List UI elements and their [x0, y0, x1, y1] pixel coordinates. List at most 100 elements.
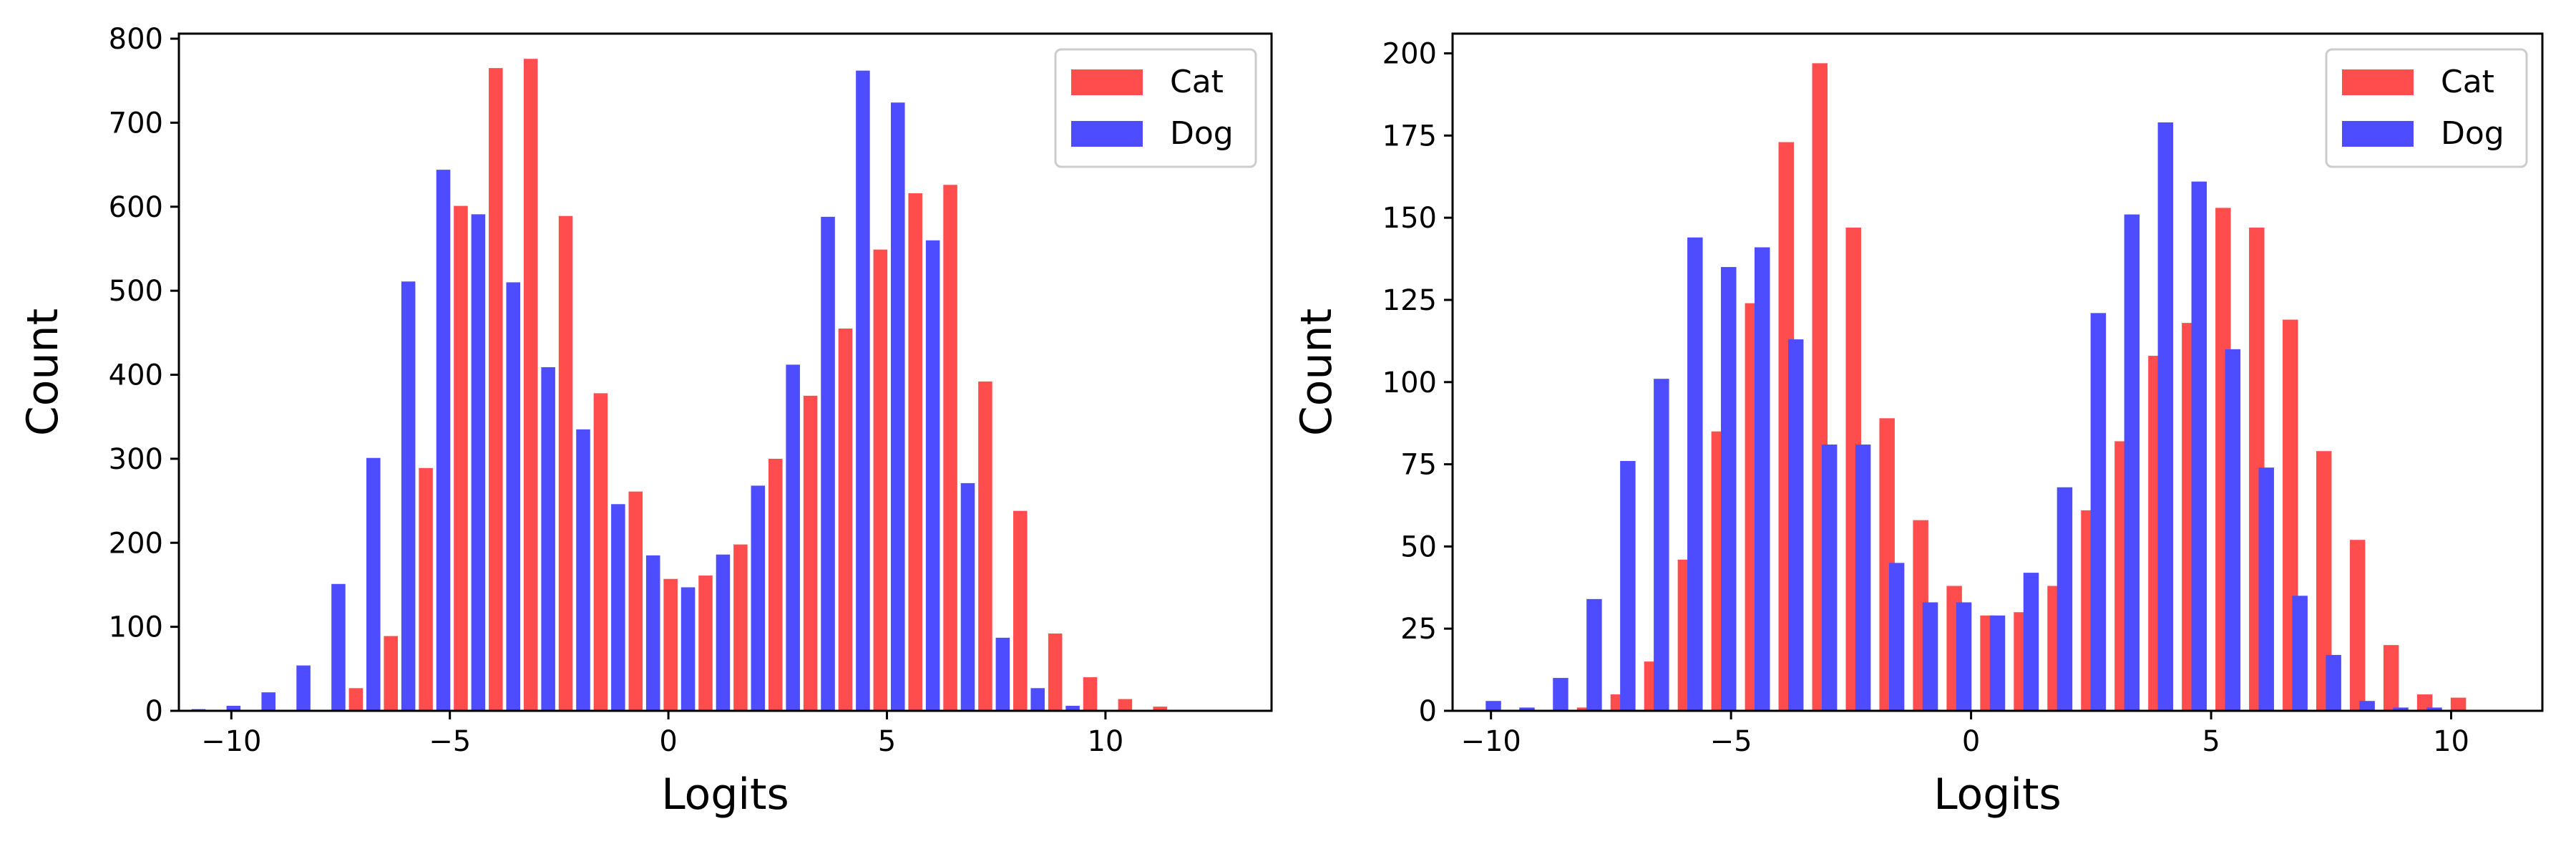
y-tick-label: 25: [1400, 613, 1437, 646]
x-tick-label: 5: [878, 725, 896, 758]
bar-cat: [768, 458, 783, 711]
bar-dog: [2359, 701, 2375, 711]
bar-dog: [436, 170, 451, 711]
y-tick-label: 100: [1382, 367, 1437, 399]
bar-cat: [838, 328, 853, 711]
bar-dog: [960, 482, 975, 711]
bar-dog: [576, 429, 590, 711]
bar-dog: [331, 583, 346, 711]
x-tick-label: −5: [1710, 725, 1752, 758]
bar-cat: [454, 205, 468, 712]
legend-label-dog: Dog: [1170, 115, 1234, 152]
y-tick-label: 400: [109, 359, 163, 392]
bar-dog: [2326, 654, 2341, 711]
bar-cat: [384, 636, 399, 711]
bar-cat: [489, 68, 503, 712]
bar-dog: [611, 504, 625, 711]
bar-dog: [506, 282, 521, 711]
bar-dog: [786, 364, 800, 711]
bar-dog: [1787, 339, 1804, 712]
y-tick-label: 50: [1400, 530, 1437, 563]
bar-dog: [2393, 707, 2409, 711]
legend: Cat Dog: [2325, 48, 2528, 168]
bar-dog: [716, 554, 731, 711]
bar-dog: [2258, 467, 2274, 711]
bar-dog: [1821, 445, 1838, 711]
legend-swatch-cat: [1071, 69, 1143, 95]
x-tick-label: 10: [2433, 725, 2469, 758]
bar-dog: [2057, 487, 2073, 711]
y-tick-label: 175: [1382, 120, 1437, 152]
bar-cat: [2316, 451, 2332, 711]
bar-dog: [645, 555, 660, 711]
bar-cat: [628, 491, 643, 711]
y-tick-label: 200: [1382, 38, 1437, 71]
bar-cat: [558, 215, 573, 711]
bar-dog: [226, 705, 241, 711]
bar-cat: [523, 59, 538, 711]
legend: Cat Dog: [1054, 48, 1257, 168]
bar-cat: [348, 688, 364, 711]
bar-dog: [1989, 615, 2006, 711]
y-axis-label: Count: [18, 309, 68, 436]
bar-dog: [995, 637, 1010, 711]
bar-dog: [2157, 122, 2174, 711]
bar-dog: [1922, 602, 1938, 711]
bar-dog: [1620, 460, 1636, 711]
legend-swatch-cat: [2342, 69, 2414, 95]
bar-dog: [1721, 267, 1737, 711]
y-tick-label: 200: [109, 527, 163, 560]
series-cat: [348, 59, 1168, 712]
legend-label-cat: Cat: [1170, 64, 1224, 100]
bar-dog: [471, 214, 486, 711]
bar-dog: [261, 692, 275, 711]
bar-dog: [890, 102, 905, 712]
bar-cat: [873, 249, 888, 711]
bar-dog: [366, 457, 381, 711]
x-axis-label: Logits: [661, 770, 789, 820]
bar-dog: [1755, 247, 1770, 712]
bar-cat: [908, 193, 922, 712]
x-tick-label: −10: [201, 725, 261, 758]
bar-dog: [1485, 701, 1501, 711]
bar-dog: [751, 485, 766, 711]
bar-dog: [2124, 214, 2140, 711]
bar-dog: [1855, 445, 1871, 711]
bar-dog: [1654, 379, 1669, 711]
y-tick-label: 75: [1400, 449, 1437, 482]
bar-dog: [856, 70, 870, 711]
bar-dog: [1519, 707, 1535, 711]
chart-panel-1: −10 −5 0 5 100100200300400500600700800Logits…: [18, 23, 1273, 820]
y-axis-label: Count: [1292, 309, 1342, 436]
bar-dog: [1586, 598, 1602, 711]
bar-dog: [2292, 596, 2308, 711]
y-tick-label: 700: [109, 107, 163, 140]
bar-dog: [1030, 688, 1045, 711]
legend-label-cat: Cat: [2441, 64, 2494, 100]
series-dog: [191, 70, 1080, 712]
bar-cat: [2416, 694, 2433, 711]
bar-dog: [2023, 573, 2039, 711]
y-tick-label: 125: [1382, 284, 1437, 317]
legend-swatch-dog: [2342, 121, 2414, 147]
bar-cat: [1083, 677, 1098, 711]
bar-dog: [1956, 602, 1972, 711]
x-tick-label: −5: [429, 725, 471, 758]
bar-cat: [663, 578, 678, 711]
plot-frame: [1451, 32, 2544, 712]
bar-cat: [733, 544, 748, 711]
y-tick-label: 0: [1419, 695, 1437, 728]
bar-cat: [1576, 707, 1593, 711]
bar-dog: [1553, 678, 1568, 711]
bar-dog: [821, 216, 835, 712]
y-tick-label: 100: [109, 611, 163, 644]
x-tick-label: −10: [1460, 725, 1521, 758]
bar-dog: [2225, 349, 2240, 711]
x-tick-label: 0: [659, 725, 677, 758]
bar-cat: [978, 381, 992, 711]
bar-dog: [2191, 181, 2207, 711]
bar-cat: [1118, 699, 1133, 711]
bar-cat: [419, 467, 433, 711]
bar-dog: [680, 587, 696, 711]
